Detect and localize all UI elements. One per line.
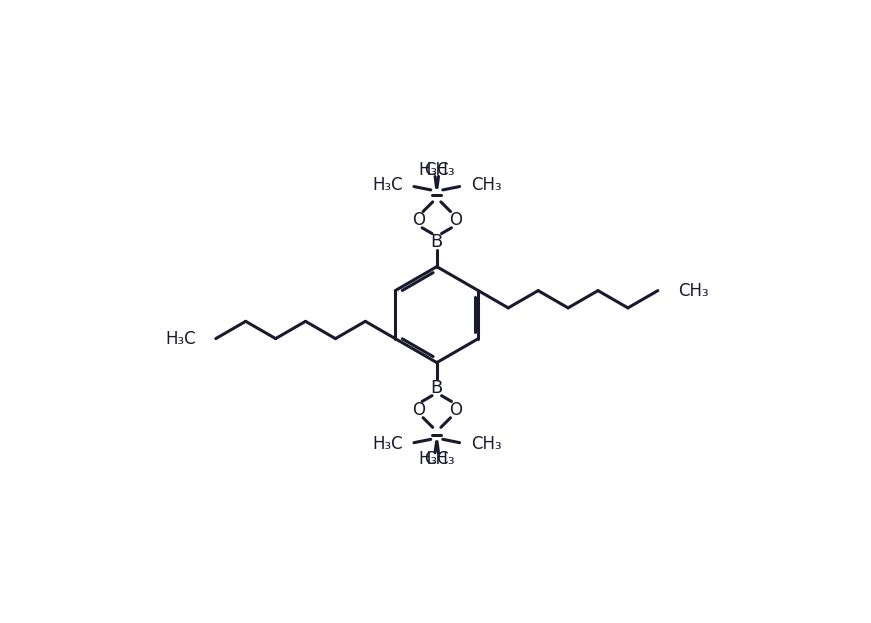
Text: H₃C: H₃C xyxy=(372,435,403,453)
Text: O: O xyxy=(449,211,462,229)
Text: B: B xyxy=(430,379,443,396)
Text: CH₃: CH₃ xyxy=(470,435,502,453)
Text: H₃C: H₃C xyxy=(372,176,403,194)
Text: H₃C: H₃C xyxy=(419,161,449,179)
Text: B: B xyxy=(430,233,443,250)
Text: CH₃: CH₃ xyxy=(424,161,455,179)
Text: CH₃: CH₃ xyxy=(678,282,709,300)
Text: H₃C: H₃C xyxy=(165,330,196,348)
Text: CH₃: CH₃ xyxy=(470,176,502,194)
Text: H₃C: H₃C xyxy=(419,450,449,468)
Text: CH₃: CH₃ xyxy=(424,450,455,468)
Text: O: O xyxy=(449,401,462,419)
Text: O: O xyxy=(412,211,425,229)
Text: O: O xyxy=(412,401,425,419)
